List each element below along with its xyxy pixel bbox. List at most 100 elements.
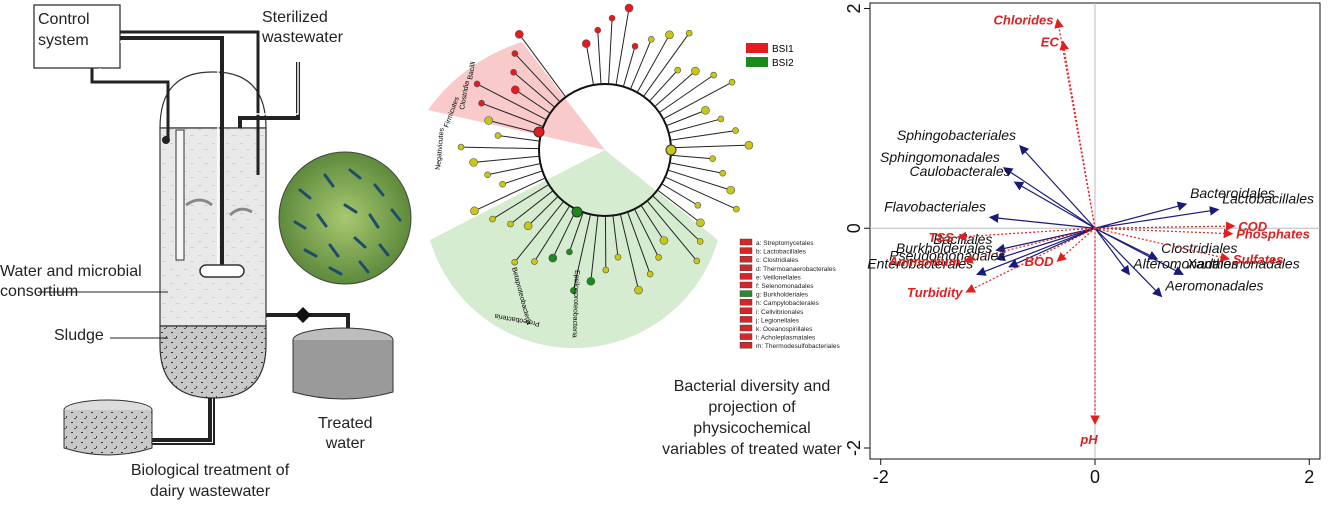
tree-branch xyxy=(671,145,749,148)
sludge-label: Sludge xyxy=(54,327,104,345)
tree-node xyxy=(582,40,590,48)
legend-label-bsi1: BSI1 xyxy=(772,44,794,55)
tree-node xyxy=(660,236,668,244)
tree-node xyxy=(489,216,495,222)
legend-swatch-bsi2 xyxy=(746,57,768,67)
key-label: d: Thermoanaerobacterales xyxy=(756,266,836,273)
tree-node xyxy=(512,259,518,265)
tree-node-proteobacteria xyxy=(572,207,582,217)
control-system-label: Control system xyxy=(38,9,90,51)
reactor-diagram: Control system Sterilized wastewater Wat… xyxy=(0,0,420,508)
key-label: k: Oceanospirillales xyxy=(756,326,813,333)
micrograph xyxy=(279,152,411,284)
variable-label: Phosphates xyxy=(1236,227,1310,242)
tree-node xyxy=(603,267,609,273)
tree-node xyxy=(711,72,717,78)
firmicutes-wedge xyxy=(428,42,605,150)
tree-branch xyxy=(488,164,541,175)
variable-label: Chlorides xyxy=(994,12,1054,27)
clade-label-negativicutes: Negativicutes xyxy=(435,127,446,170)
reactor-caption: Biological treatment of dairy wastewater xyxy=(110,460,310,502)
tree-node xyxy=(524,222,532,230)
key-label: m: Thermodesulfobacteriales xyxy=(756,343,840,350)
tree-node xyxy=(632,43,638,49)
tree-branch xyxy=(671,155,713,158)
key-swatch xyxy=(740,265,752,271)
key-swatch xyxy=(740,325,752,331)
tree-node xyxy=(531,259,537,265)
tree-node xyxy=(696,219,704,227)
sludge-tank xyxy=(64,410,152,455)
variable-label: TSS xyxy=(929,230,955,245)
key-swatch xyxy=(740,308,752,314)
species-label: Sphingobacteriales xyxy=(897,127,1016,143)
species-label: Alteromonadales xyxy=(1132,255,1238,271)
tree-node xyxy=(595,27,601,33)
key-label: a: Streptomycetales xyxy=(756,240,814,247)
treated-water-label: Treated water xyxy=(318,414,373,454)
tree-node xyxy=(718,116,724,122)
key-label: h: Campylobacterales xyxy=(756,300,820,307)
tree-node xyxy=(566,249,572,255)
tree-node xyxy=(512,51,518,57)
tree-node xyxy=(508,221,514,227)
x-tick-label: -2 xyxy=(873,467,889,487)
valve xyxy=(295,307,311,323)
legend-swatch-bsi1 xyxy=(746,43,768,53)
tree-node xyxy=(648,36,654,42)
tree-branch xyxy=(649,70,677,101)
impeller xyxy=(200,265,244,277)
tree-node xyxy=(470,158,478,166)
tree-branch xyxy=(461,147,539,149)
tree-branch xyxy=(670,131,735,141)
key-swatch xyxy=(740,256,752,262)
tree-node xyxy=(694,258,700,264)
tree-node xyxy=(485,117,493,125)
key-swatch xyxy=(740,316,752,322)
variable-label: BOD xyxy=(1025,254,1055,269)
tree-node xyxy=(697,238,703,244)
tree-node xyxy=(635,286,643,294)
cladogram-panel: BSI1 BSI2 Firmicutes Bacilli Clostridia … xyxy=(400,0,840,508)
key-label: e: Veillonellales xyxy=(756,274,802,281)
species-label: Aeromonadales xyxy=(1164,277,1263,293)
tree-node xyxy=(733,128,739,134)
key-label: i: Cellvibrionales xyxy=(756,309,804,316)
y-tick-label: 0 xyxy=(844,223,864,233)
tree-node xyxy=(665,31,673,39)
tree-node xyxy=(691,67,699,75)
tree-branch xyxy=(670,163,723,173)
sludge-pipe xyxy=(150,398,210,440)
key-swatch xyxy=(740,291,752,297)
tree-node xyxy=(625,4,633,12)
tree-node xyxy=(745,141,753,149)
tree-node xyxy=(710,156,716,162)
tree-node xyxy=(615,254,621,260)
tree-node xyxy=(686,30,692,36)
tree-branch xyxy=(666,110,705,125)
sterilized-wastewater-label: Sterilized wastewater xyxy=(262,8,343,48)
tree-node xyxy=(701,106,709,114)
water-consortium-label: Water and microbial consortium xyxy=(0,262,142,302)
x-tick-label: 0 xyxy=(1090,467,1100,487)
tree-node xyxy=(727,186,735,194)
key-swatch xyxy=(740,273,752,279)
tree-node xyxy=(474,81,480,87)
variable-label: EC xyxy=(1041,34,1060,49)
key-label: b: Lactobacillales xyxy=(756,249,807,256)
tree-node xyxy=(500,181,506,187)
key-label: j: Legionellales xyxy=(755,317,800,324)
key-label: f: Selenomonadales xyxy=(756,283,814,290)
species-label: Clostridiales xyxy=(1161,240,1237,256)
key-swatch xyxy=(740,282,752,288)
variable-label: Turbidity xyxy=(907,285,963,300)
tree-node xyxy=(485,172,491,178)
sludge-zone xyxy=(160,326,266,398)
key-swatch xyxy=(740,342,752,348)
tree-node xyxy=(479,100,485,106)
tree-branch xyxy=(586,44,593,85)
key-swatch xyxy=(740,334,752,340)
key-swatch xyxy=(740,239,752,245)
